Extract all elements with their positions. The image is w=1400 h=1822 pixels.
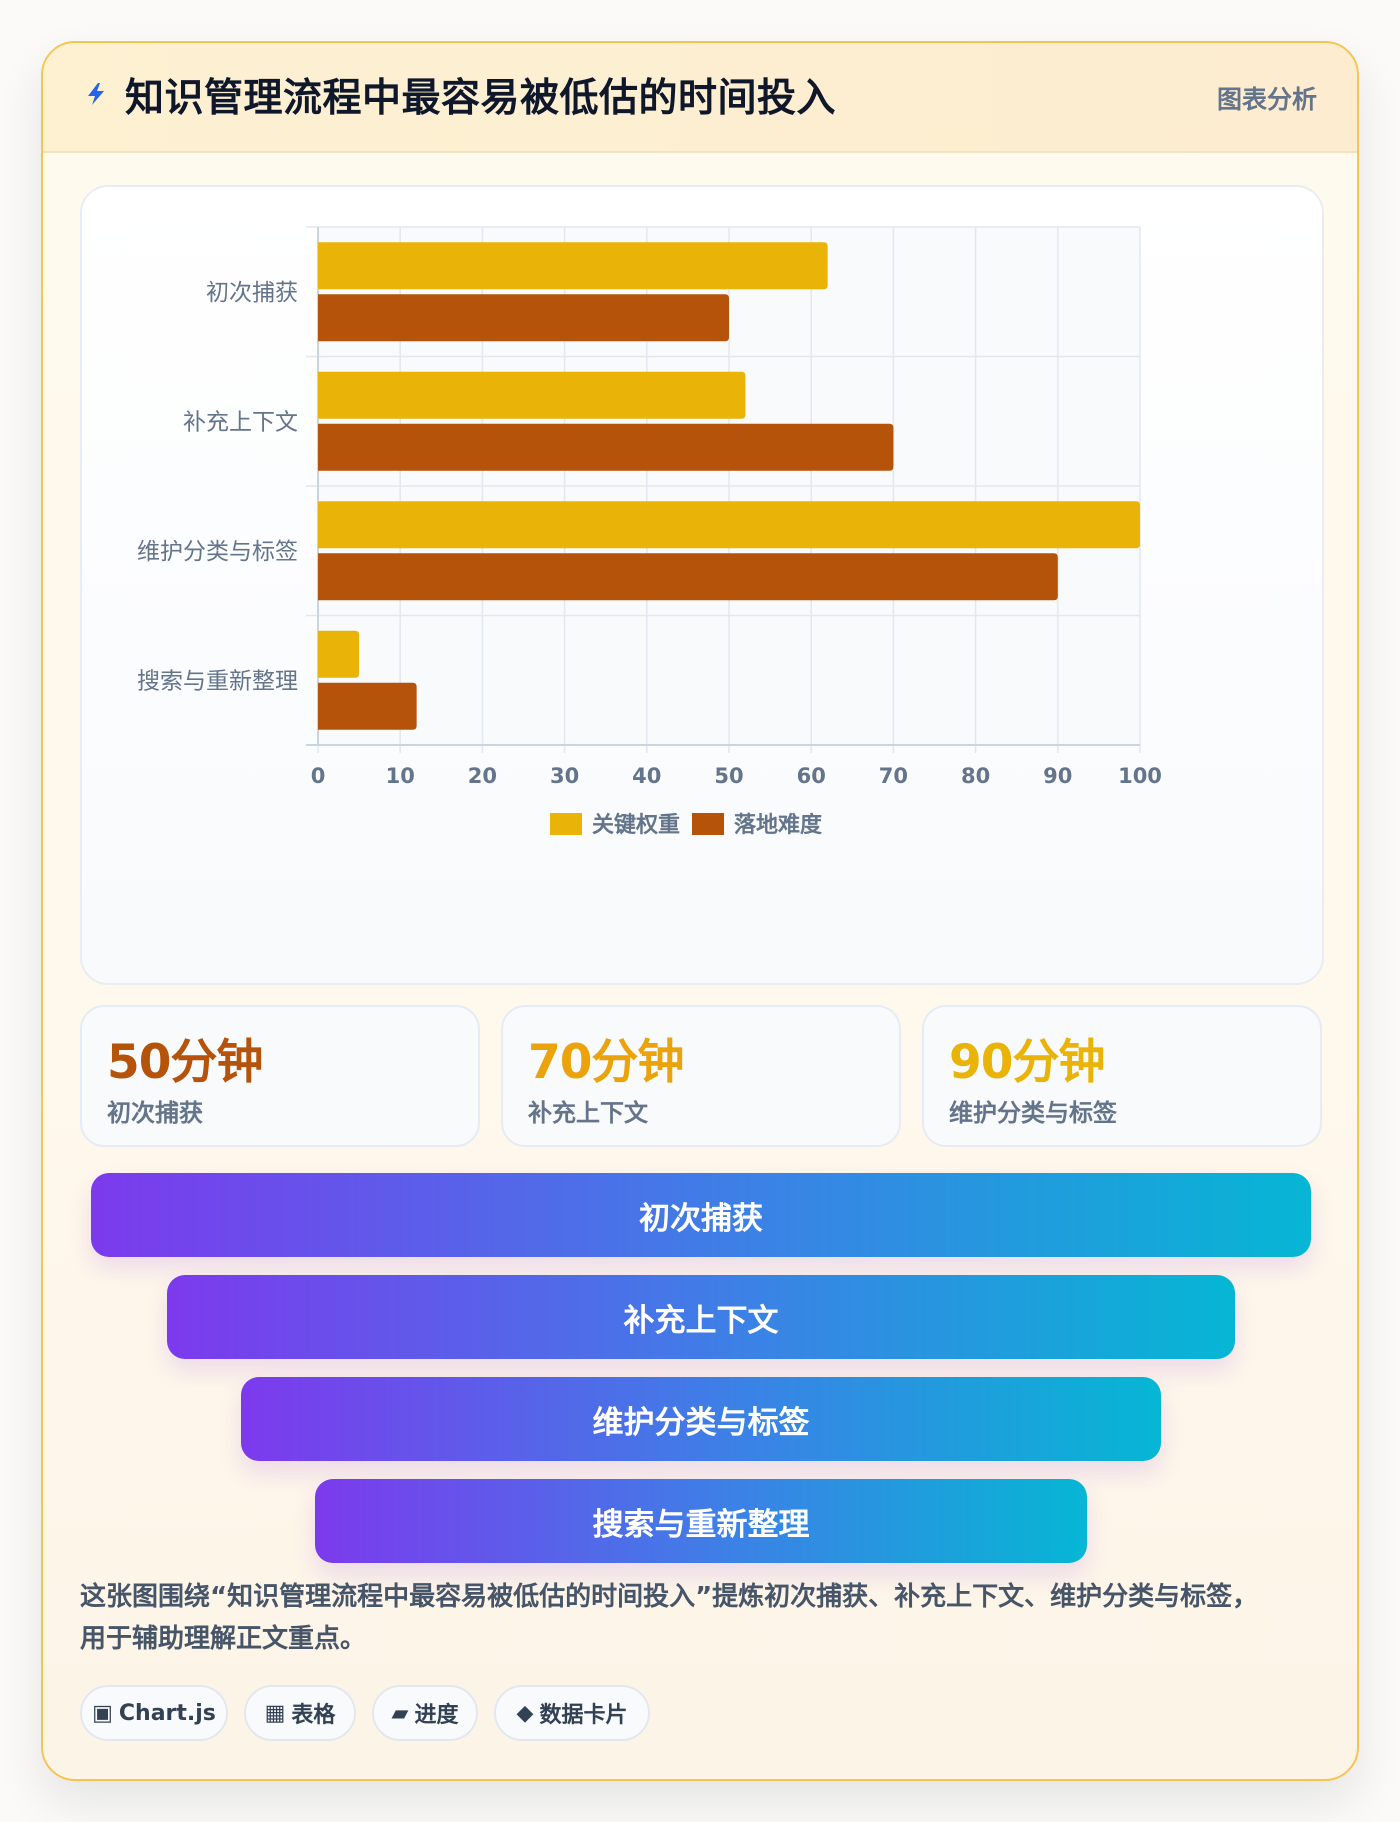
bar bbox=[318, 371, 746, 419]
funnel-step: 维护分类与标签 bbox=[241, 1377, 1161, 1461]
x-tick-label: 50 bbox=[714, 764, 743, 788]
stat-label: 维护分类与标签 bbox=[949, 1099, 1117, 1127]
stat-label: 初次捕获 bbox=[107, 1099, 203, 1127]
x-tick-label: 20 bbox=[468, 764, 497, 788]
legend-swatch bbox=[550, 813, 582, 835]
stat-card: 50分钟 初次捕获 bbox=[80, 1005, 480, 1147]
x-tick-label: 80 bbox=[961, 764, 990, 788]
tag-table[interactable]: ▦ 表格 bbox=[244, 1685, 356, 1741]
bar bbox=[318, 501, 1140, 549]
tag-label: 进度 bbox=[414, 1703, 459, 1728]
tag-label: 数据卡片 bbox=[539, 1703, 628, 1728]
bar bbox=[318, 294, 729, 342]
progress-icon: ▰ bbox=[391, 1700, 409, 1726]
y-category-label: 维护分类与标签 bbox=[137, 539, 298, 565]
x-tick-label: 30 bbox=[550, 764, 579, 788]
x-tick-label: 100 bbox=[1118, 764, 1162, 788]
stat-card: 70分钟 补充上下文 bbox=[501, 1005, 901, 1147]
stat-value: 50分钟 bbox=[107, 1035, 263, 1090]
x-tick-label: 70 bbox=[879, 764, 908, 788]
bar bbox=[318, 423, 894, 471]
legend-label: 落地难度 bbox=[734, 812, 823, 838]
header-tag: 图表分析 bbox=[1216, 85, 1317, 114]
stat-value: 70分钟 bbox=[528, 1035, 684, 1090]
chart-panel: 0 10 20 30 40 50 60 70 80 90 100 初次捕获补充上下文维护分类与标签 搜索… bbox=[80, 185, 1324, 985]
funnel-step: 补充上下文 bbox=[167, 1275, 1235, 1359]
main-card: 知识管理流程中最容易被低估的时间投入 图表分析 0 10 20 30 40 50 60 70 8… bbox=[41, 41, 1359, 1781]
x-tick-label: 0 bbox=[311, 764, 326, 788]
x-tick-label: 60 bbox=[797, 764, 826, 788]
x-tick-label: 40 bbox=[632, 764, 661, 788]
chart-square-icon: ▣ bbox=[92, 1700, 113, 1726]
stat-cards: 50分钟 初次捕获 70分钟 补充上下文 90分钟 维护分类与标签 bbox=[80, 1005, 1324, 1147]
legend-swatch bbox=[692, 813, 724, 835]
page-title: 知识管理流程中最容易被低估的时间投入 bbox=[125, 76, 837, 121]
bar bbox=[318, 242, 828, 290]
tag-chartjs[interactable]: ▣ Chart.js bbox=[80, 1685, 228, 1741]
tag-label: 表格 bbox=[291, 1703, 336, 1728]
chart-description: 这张图围绕“知识管理流程中最容易被低估的时间投入”提炼初次捕获、补充上下文、维护… bbox=[80, 1582, 1259, 1654]
funnel-step: 搜索与重新整理 bbox=[315, 1479, 1087, 1563]
lightning-icon bbox=[88, 83, 104, 105]
stat-card: 90分钟 维护分类与标签 bbox=[922, 1005, 1322, 1147]
bar bbox=[318, 630, 360, 678]
x-tick-label: 90 bbox=[1043, 764, 1072, 788]
y-category-label: 初次捕获 bbox=[206, 280, 298, 306]
tag-progress[interactable]: ▰ 进度 bbox=[372, 1685, 478, 1741]
tag-label: Chart.js bbox=[118, 1700, 216, 1726]
stat-value: 90分钟 bbox=[949, 1035, 1105, 1090]
diamond-icon: ◆ bbox=[516, 1700, 534, 1726]
card-header: 知识管理流程中最容易被低估的时间投入 图表分析 bbox=[43, 43, 1357, 153]
bar bbox=[318, 553, 1058, 601]
tag-data-card[interactable]: ◆ 数据卡片 bbox=[494, 1685, 650, 1741]
stat-label: 补充上下文 bbox=[528, 1099, 648, 1127]
bar bbox=[318, 682, 417, 730]
bar-chart: 0 10 20 30 40 50 60 70 80 90 100 初次捕获补充上下文维护分类与标签搜索… bbox=[137, 226, 1162, 838]
legend-label: 关键权重 bbox=[592, 812, 680, 838]
funnel-step: 初次捕获 bbox=[91, 1173, 1311, 1257]
y-category-label: 补充上下文 bbox=[183, 409, 298, 435]
y-category-label: 搜索与重新整理 bbox=[137, 668, 298, 694]
x-tick-label: 10 bbox=[386, 764, 415, 788]
table-icon: ▦ bbox=[264, 1700, 286, 1726]
